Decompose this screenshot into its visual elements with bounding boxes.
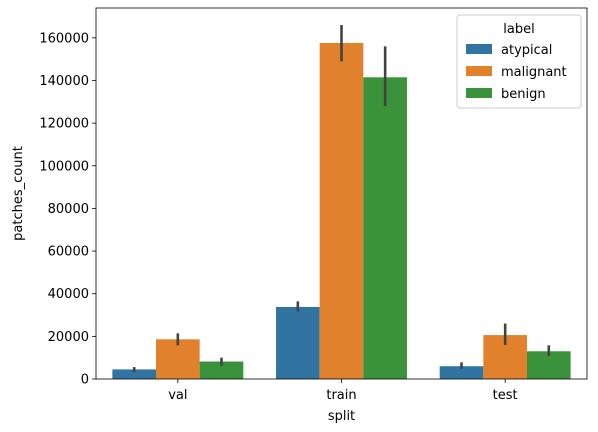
y-tick-label: 100000 [39, 159, 89, 174]
legend-swatch-atypical [466, 44, 492, 54]
x-axis-label: split [328, 409, 355, 424]
bars-group [112, 42, 571, 380]
y-tick-label: 60000 [48, 245, 89, 260]
legend-title: label [503, 22, 534, 37]
legend-items: atypical malignant benign [466, 43, 567, 102]
error-bars-group [132, 25, 551, 372]
plot-frame [95, 7, 588, 380]
y-axis: 0 20000 40000 60000 80000 100000 120000 140000 1… [39, 31, 96, 388]
legend-label-benign: benign [501, 87, 546, 102]
legend-label-atypical: atypical [501, 43, 552, 58]
x-tick-label-val: val [168, 388, 187, 403]
y-tick-label: 160000 [39, 31, 89, 46]
bar-atypical-train [276, 306, 320, 379]
y-tick-label: 40000 [48, 287, 89, 302]
bar-benign-val [199, 361, 244, 379]
legend-label-malignant: malignant [501, 65, 567, 80]
bar-atypical-val [112, 369, 157, 379]
legend-swatch-malignant [466, 66, 492, 76]
x-tick-label-test: test [493, 388, 518, 403]
y-axis-label: patches_count [11, 146, 26, 241]
legend: label atypical malignant benign [456, 14, 582, 109]
y-tick-label: 0 [81, 373, 89, 388]
legend-swatch-benign [466, 88, 492, 98]
bar-malignant-val [156, 339, 200, 379]
bar-benign-train [363, 77, 407, 380]
x-tick-label-train: train [326, 388, 356, 403]
y-tick-label: 20000 [48, 330, 89, 345]
legend-box [456, 14, 582, 109]
y-tick-label: 80000 [48, 202, 89, 217]
bar-malignant-train [319, 42, 364, 380]
bar-atypical-test [439, 366, 484, 379]
x-axis: val train test [168, 379, 518, 403]
y-tick-label: 120000 [39, 117, 89, 132]
y-tick-label: 140000 [39, 74, 89, 89]
